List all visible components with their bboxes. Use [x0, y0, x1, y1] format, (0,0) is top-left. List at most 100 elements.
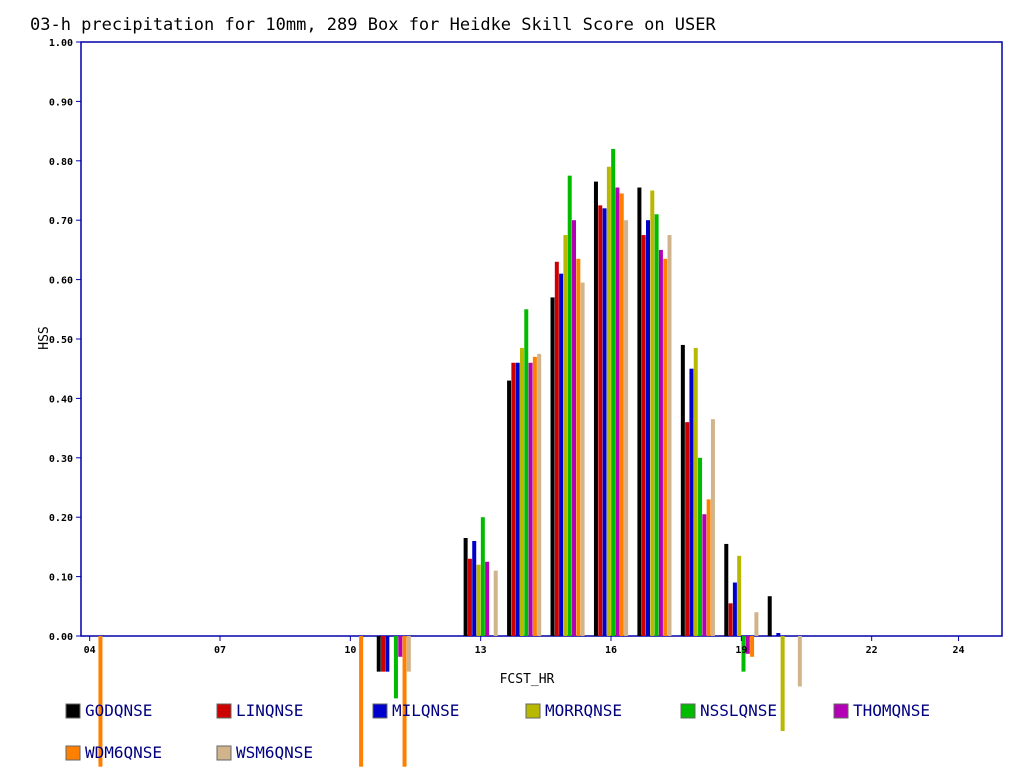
y-tick-label: 0.10: [49, 573, 73, 584]
legend-item: LINQNSE: [216, 701, 303, 720]
legend-label: MORRQNSE: [545, 701, 622, 720]
bar-milqnse: [515, 362, 520, 636]
bar-godqnse: [593, 181, 598, 636]
bar-godqnse: [724, 543, 729, 636]
bar-nsslqnse: [698, 457, 703, 636]
x-tick-label: 13: [475, 645, 487, 656]
bar-thomqnse: [658, 249, 663, 636]
legend-label: LINQNSE: [236, 701, 303, 720]
bar-morrqnse: [606, 166, 611, 637]
bar-wdm6qnse: [98, 636, 103, 767]
legend-swatch: [65, 703, 81, 719]
x-tick-label: 19: [735, 645, 747, 656]
legend: GODQNSE LINQNSE MILQNSE MORRQNSE NSSLQNSE THO…: [65, 701, 930, 762]
bar-wsm6qnse: [624, 220, 629, 636]
bar-thomqnse: [702, 514, 707, 636]
bar-nsslqnse: [480, 517, 485, 636]
bar-thomqnse: [615, 187, 620, 636]
bar-morrqnse: [476, 564, 481, 636]
bar-godqnse: [767, 596, 772, 636]
y-tick-label: 0.00: [49, 632, 73, 643]
legend-label: NSSLQNSE: [700, 701, 777, 720]
legend-label: GODQNSE: [85, 701, 152, 720]
y-tick-label: 0.80: [49, 157, 73, 168]
y-axis-label: HSS: [37, 326, 52, 349]
legend-swatch: [65, 745, 81, 761]
legend-item: MORRQNSE: [525, 701, 622, 720]
x-tick-label: 07: [214, 645, 226, 656]
bar-milqnse: [385, 636, 390, 672]
bar-wsm6qnse: [537, 353, 542, 636]
bar-thomqnse: [485, 561, 490, 636]
bar-wsm6qnse: [754, 612, 759, 636]
bar-linqnse: [598, 205, 603, 636]
bar-nsslqnse: [524, 309, 529, 636]
legend-item: THOMQNSE: [833, 701, 930, 720]
legend-swatch: [525, 703, 541, 719]
bar-milqnse: [602, 208, 607, 636]
bar-milqnse: [472, 540, 477, 636]
legend-swatch: [680, 703, 696, 719]
bar-milqnse: [689, 368, 694, 636]
x-tick-label: 24: [953, 645, 965, 656]
bar-morrqnse: [563, 235, 568, 637]
x-tick-label: 22: [866, 645, 878, 656]
legend-label: MILQNSE: [392, 701, 459, 720]
bar-godqnse: [637, 187, 642, 636]
legend-swatch: [372, 703, 388, 719]
legend-item: MILQNSE: [372, 701, 459, 720]
bar-wdm6qnse: [576, 258, 581, 636]
bar-godqnse: [680, 344, 685, 636]
bar-godqnse: [550, 297, 555, 636]
bar-milqnse: [732, 582, 737, 636]
bar-thomqnse: [528, 362, 533, 636]
legend-item: WDM6QNSE: [65, 743, 162, 762]
y-tick-label: 0.30: [49, 454, 73, 465]
bar-linqnse: [728, 603, 733, 636]
bar-nsslqnse: [611, 148, 616, 637]
bar-linqnse: [381, 636, 386, 672]
legend-item: WSM6QNSE: [216, 743, 313, 762]
bar-thomqnse: [398, 636, 403, 657]
bar-linqnse: [467, 558, 472, 636]
bar-morrqnse: [519, 347, 524, 636]
bar-thomqnse: [572, 220, 577, 636]
legend-item: NSSLQNSE: [680, 701, 777, 720]
bar-wsm6qnse: [493, 570, 498, 636]
bar-milqnse: [776, 633, 781, 636]
bar-wsm6qnse: [710, 419, 715, 636]
chart-title: 03-h precipitation for 10mm, 289 Box for…: [30, 15, 717, 35]
legend-swatch: [833, 703, 849, 719]
legend-label: WSM6QNSE: [236, 743, 313, 762]
bar-nsslqnse: [654, 214, 659, 636]
bar-wdm6qnse: [532, 356, 537, 636]
bar-wdm6qnse: [750, 636, 755, 657]
legend-swatch: [216, 745, 232, 761]
bar-wsm6qnse: [580, 282, 585, 636]
bar-wsm6qnse: [797, 636, 802, 687]
y-tick-label: 0.60: [49, 276, 73, 287]
bar-wdm6qnse: [663, 258, 668, 636]
bar-wdm6qnse: [619, 193, 624, 636]
bar-linqnse: [554, 261, 559, 636]
bar-wsm6qnse: [406, 636, 411, 672]
bar-morrqnse: [780, 636, 785, 732]
bar-wdm6qnse: [402, 636, 407, 767]
bar-linqnse: [641, 235, 646, 637]
y-tick-label: 0.50: [49, 335, 73, 346]
x-tick-label: 16: [605, 645, 617, 656]
legend-label: WDM6QNSE: [85, 743, 162, 762]
bar-nsslqnse: [567, 175, 572, 636]
y-tick-label: 0.70: [49, 216, 73, 227]
bar-wsm6qnse: [667, 235, 672, 637]
bar-wdm6qnse: [359, 636, 364, 767]
bar-godqnse: [507, 380, 512, 636]
bar-morrqnse: [650, 190, 655, 636]
legend-swatch: [216, 703, 232, 719]
bar-godqnse: [463, 537, 468, 636]
bar-milqnse: [559, 273, 564, 636]
bar-linqnse: [685, 422, 690, 636]
bar-morrqnse: [737, 555, 742, 636]
x-tick-label: 04: [84, 645, 96, 656]
x-axis-label: FCST_HR: [500, 672, 555, 687]
